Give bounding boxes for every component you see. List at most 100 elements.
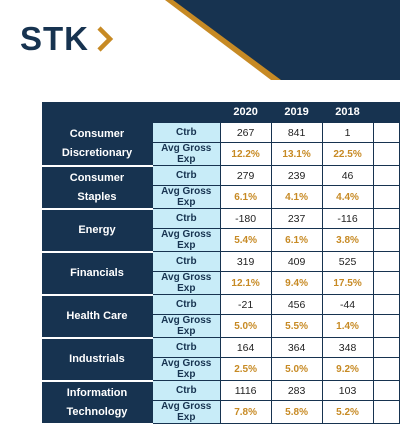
sector-name: Energy	[42, 208, 153, 253]
sector-name-line: Staples	[77, 190, 117, 203]
metric-label-ctrb: Ctrb	[151, 208, 221, 229]
ctrb-value-cell: 164	[219, 337, 272, 358]
exp-value-cell: 9.2%	[321, 357, 374, 381]
header-band	[165, 0, 400, 80]
metric-label-avg-gross-exp: Avg Gross Exp	[151, 228, 221, 252]
sector-name-line: Industrials	[69, 353, 125, 365]
chevron-right-icon	[97, 26, 114, 52]
header-year-2020: 2020	[220, 102, 272, 123]
exp-value-cell: 12.1%	[219, 271, 272, 295]
sector-name: Industrials	[42, 337, 153, 382]
clipped-cell	[372, 208, 400, 229]
ctrb-value-cell: 103	[321, 380, 374, 401]
exp-value-cell: 5.0%	[270, 357, 323, 381]
exp-value-cell: 5.0%	[219, 314, 272, 338]
ctrb-value-cell: 841	[270, 122, 323, 143]
table-row-ctrb: Consumer Discretionary Ctrb 267 841 1	[42, 122, 400, 167]
table-header-row: 2020 2019 2018	[42, 102, 400, 123]
clipped-cell	[372, 228, 400, 252]
exp-value-cell: 2.5%	[219, 357, 272, 381]
clipped-cell	[372, 271, 400, 295]
table-row-ctrb: Industrials Ctrb 164 364 348	[42, 337, 400, 382]
ctrb-value-cell: -116	[321, 208, 374, 229]
clipped-cell	[372, 294, 400, 315]
clipped-cell	[372, 337, 400, 358]
header-sector	[42, 102, 153, 123]
table-row-exp: Avg Gross Exp 6.1% 4.1% 4.4%	[42, 185, 400, 209]
ctrb-value-cell: 46	[321, 165, 374, 186]
exp-value-cell: 4.4%	[321, 185, 374, 209]
table-row-exp: Avg Gross Exp 2.5% 5.0% 9.2%	[42, 357, 400, 381]
ctrb-value-cell: 525	[321, 251, 374, 272]
table-row-ctrb: Information Technology Ctrb 1116 283 103	[42, 380, 400, 425]
exp-value-cell: 5.4%	[219, 228, 272, 252]
header-year-2019: 2019	[271, 102, 323, 123]
sector-name: Health Care	[42, 294, 153, 339]
header-metric	[152, 102, 221, 123]
ctrb-value-cell: 279	[219, 165, 272, 186]
sector-name: Information Technology	[42, 380, 153, 425]
metric-label-avg-gross-exp: Avg Gross Exp	[151, 400, 221, 424]
exp-value-cell: 6.1%	[219, 185, 272, 209]
table-row-ctrb: Energy Ctrb -180 237 -116	[42, 208, 400, 253]
exp-value-cell: 6.1%	[270, 228, 323, 252]
metric-label-ctrb: Ctrb	[151, 251, 221, 272]
sector-name: Consumer Discretionary	[42, 122, 153, 167]
table-row-ctrb: Health Care Ctrb -21 456 -44	[42, 294, 400, 339]
clipped-cell	[372, 122, 400, 143]
ctrb-value-cell: 348	[321, 337, 374, 358]
sector-name: Consumer Staples	[42, 165, 153, 210]
ctrb-value-cell: -21	[219, 294, 272, 315]
clipped-cell	[372, 357, 400, 381]
metric-label-ctrb: Ctrb	[151, 337, 221, 358]
company-logo: STK	[20, 22, 115, 56]
ctrb-value-cell: 1	[321, 122, 374, 143]
metric-label-ctrb: Ctrb	[151, 380, 221, 401]
ctrb-value-cell: 237	[270, 208, 323, 229]
clipped-cell	[372, 142, 400, 166]
clipped-cell	[372, 314, 400, 338]
ctrb-value-cell: 319	[219, 251, 272, 272]
sector-name-line: Information	[66, 386, 128, 399]
metric-label-avg-gross-exp: Avg Gross Exp	[151, 271, 221, 295]
metric-label-avg-gross-exp: Avg Gross Exp	[151, 142, 221, 166]
sector-name-line: Financials	[70, 267, 124, 279]
metric-label-avg-gross-exp: Avg Gross Exp	[151, 185, 221, 209]
logo-text: STK	[20, 20, 89, 57]
sector-table-wrapper: 2020 2019 2018 Consumer Discretionary Ctrb…	[42, 102, 400, 425]
ctrb-value-cell: -44	[321, 294, 374, 315]
clipped-cell	[372, 185, 400, 209]
exp-value-cell: 1.4%	[321, 314, 374, 338]
exp-value-cell: 7.8%	[219, 400, 272, 424]
sector-name-line: Consumer	[69, 128, 125, 140]
ctrb-value-cell: 409	[270, 251, 323, 272]
metric-label-avg-gross-exp: Avg Gross Exp	[151, 357, 221, 381]
clipped-cell	[372, 165, 400, 186]
exp-value-cell: 5.5%	[270, 314, 323, 338]
metric-label-ctrb: Ctrb	[151, 122, 221, 143]
ctrb-value-cell: 1116	[219, 380, 272, 401]
table-row-ctrb: Financials Ctrb 319 409 525	[42, 251, 400, 296]
ctrb-value-cell: 283	[270, 380, 323, 401]
sector-name: Financials	[42, 251, 153, 296]
sector-name-line: Consumer	[69, 171, 125, 184]
exp-value-cell: 13.1%	[270, 142, 323, 166]
ctrb-value-cell: 456	[270, 294, 323, 315]
header-clipped	[373, 102, 400, 123]
exp-value-cell: 12.2%	[219, 142, 272, 166]
table-row-ctrb: Consumer Staples Ctrb 279 239 46	[42, 165, 400, 210]
clipped-cell	[372, 251, 400, 272]
exp-value-cell: 22.5%	[321, 142, 374, 166]
metric-label-avg-gross-exp: Avg Gross Exp	[151, 314, 221, 338]
clipped-cell	[372, 380, 400, 401]
sector-name-line: Technology	[66, 405, 128, 418]
exp-value-cell: 5.2%	[321, 400, 374, 424]
sector-name-line: Energy	[78, 224, 116, 236]
exp-value-cell: 5.8%	[270, 400, 323, 424]
header-year-2018: 2018	[322, 102, 374, 123]
exp-value-cell: 9.4%	[270, 271, 323, 295]
exp-value-cell: 17.5%	[321, 271, 374, 295]
metric-label-ctrb: Ctrb	[151, 294, 221, 315]
ctrb-value-cell: 239	[270, 165, 323, 186]
ctrb-value-cell: 364	[270, 337, 323, 358]
